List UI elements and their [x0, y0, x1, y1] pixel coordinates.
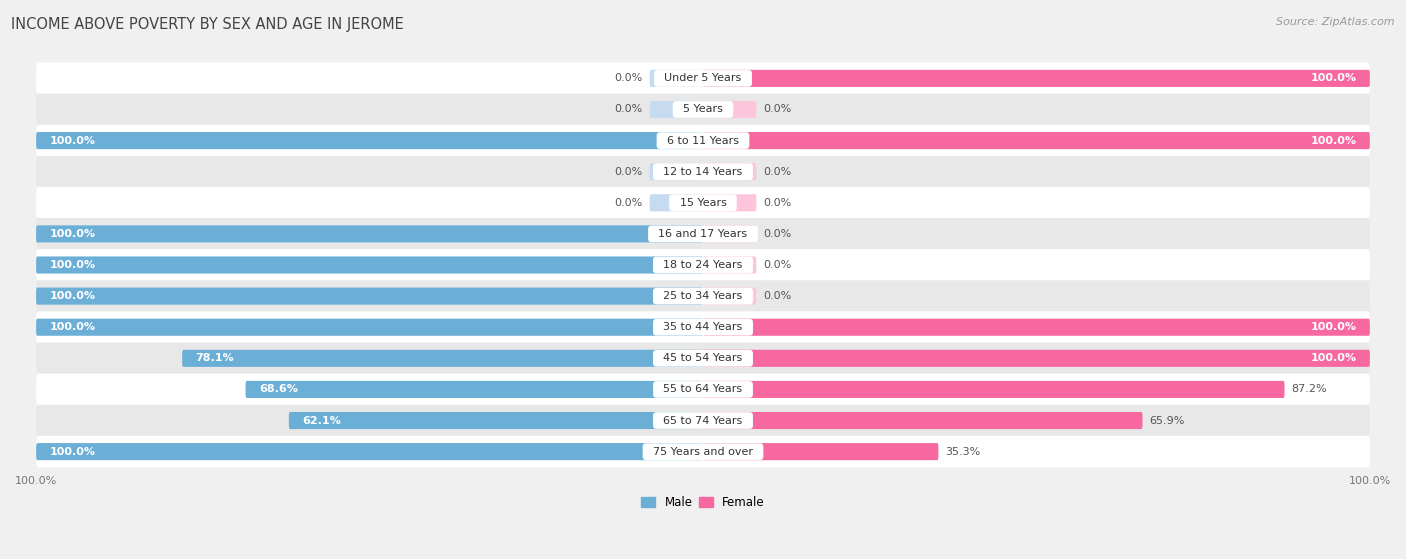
Text: 68.6%: 68.6% [259, 385, 298, 395]
Text: 100.0%: 100.0% [1310, 322, 1357, 332]
Text: 0.0%: 0.0% [763, 229, 792, 239]
FancyBboxPatch shape [703, 287, 756, 305]
Text: 100.0%: 100.0% [49, 291, 96, 301]
FancyBboxPatch shape [703, 132, 1369, 149]
Text: INCOME ABOVE POVERTY BY SEX AND AGE IN JEROME: INCOME ABOVE POVERTY BY SEX AND AGE IN J… [11, 17, 404, 32]
FancyBboxPatch shape [37, 156, 1369, 188]
Text: 6 to 11 Years: 6 to 11 Years [659, 136, 747, 145]
FancyBboxPatch shape [37, 287, 703, 305]
FancyBboxPatch shape [37, 436, 1369, 467]
FancyBboxPatch shape [37, 225, 703, 243]
Text: 100.0%: 100.0% [49, 447, 96, 457]
FancyBboxPatch shape [703, 163, 756, 180]
FancyBboxPatch shape [37, 93, 1369, 125]
FancyBboxPatch shape [37, 218, 1369, 250]
FancyBboxPatch shape [37, 319, 703, 336]
Text: 100.0%: 100.0% [1310, 136, 1357, 145]
FancyBboxPatch shape [703, 381, 1285, 398]
Text: 0.0%: 0.0% [614, 167, 643, 177]
Text: 18 to 24 Years: 18 to 24 Years [657, 260, 749, 270]
FancyBboxPatch shape [650, 194, 703, 211]
FancyBboxPatch shape [37, 249, 1369, 281]
FancyBboxPatch shape [246, 381, 703, 398]
Text: 87.2%: 87.2% [1291, 385, 1327, 395]
Text: 100.0%: 100.0% [49, 322, 96, 332]
FancyBboxPatch shape [183, 350, 703, 367]
FancyBboxPatch shape [288, 412, 703, 429]
Text: 0.0%: 0.0% [763, 167, 792, 177]
FancyBboxPatch shape [37, 280, 1369, 312]
Text: 35 to 44 Years: 35 to 44 Years [657, 322, 749, 332]
FancyBboxPatch shape [703, 194, 756, 211]
Text: 100.0%: 100.0% [49, 136, 96, 145]
Text: 65 to 74 Years: 65 to 74 Years [657, 415, 749, 425]
Text: 0.0%: 0.0% [763, 291, 792, 301]
Text: 35.3%: 35.3% [945, 447, 980, 457]
Text: 100.0%: 100.0% [49, 260, 96, 270]
Text: 5 Years: 5 Years [676, 105, 730, 115]
Text: 62.1%: 62.1% [302, 415, 342, 425]
Text: 0.0%: 0.0% [614, 73, 643, 83]
FancyBboxPatch shape [703, 70, 1369, 87]
Text: 15 Years: 15 Years [672, 198, 734, 208]
Text: 0.0%: 0.0% [763, 198, 792, 208]
Text: 100.0%: 100.0% [1310, 353, 1357, 363]
FancyBboxPatch shape [37, 125, 1369, 157]
FancyBboxPatch shape [37, 373, 1369, 405]
Text: 12 to 14 Years: 12 to 14 Years [657, 167, 749, 177]
FancyBboxPatch shape [650, 101, 703, 118]
FancyBboxPatch shape [703, 443, 938, 460]
FancyBboxPatch shape [37, 343, 1369, 374]
Text: 55 to 64 Years: 55 to 64 Years [657, 385, 749, 395]
Text: Under 5 Years: Under 5 Years [658, 73, 748, 83]
Text: 65.9%: 65.9% [1149, 415, 1184, 425]
Text: 0.0%: 0.0% [614, 198, 643, 208]
FancyBboxPatch shape [37, 187, 1369, 219]
Text: 16 and 17 Years: 16 and 17 Years [651, 229, 755, 239]
Text: 45 to 54 Years: 45 to 54 Years [657, 353, 749, 363]
Text: 0.0%: 0.0% [614, 105, 643, 115]
Legend: Male, Female: Male, Female [637, 491, 769, 514]
FancyBboxPatch shape [37, 443, 703, 460]
FancyBboxPatch shape [37, 132, 703, 149]
FancyBboxPatch shape [37, 257, 703, 273]
Text: 0.0%: 0.0% [763, 105, 792, 115]
Text: 78.1%: 78.1% [195, 353, 235, 363]
FancyBboxPatch shape [650, 163, 703, 180]
FancyBboxPatch shape [37, 63, 1369, 94]
Text: 75 Years and over: 75 Years and over [645, 447, 761, 457]
FancyBboxPatch shape [703, 257, 756, 273]
FancyBboxPatch shape [703, 101, 756, 118]
FancyBboxPatch shape [650, 70, 703, 87]
Text: Source: ZipAtlas.com: Source: ZipAtlas.com [1277, 17, 1395, 27]
FancyBboxPatch shape [37, 311, 1369, 343]
FancyBboxPatch shape [703, 350, 1369, 367]
Text: 0.0%: 0.0% [763, 260, 792, 270]
FancyBboxPatch shape [703, 319, 1369, 336]
Text: 25 to 34 Years: 25 to 34 Years [657, 291, 749, 301]
FancyBboxPatch shape [703, 225, 756, 243]
FancyBboxPatch shape [703, 412, 1143, 429]
FancyBboxPatch shape [37, 405, 1369, 437]
Text: 100.0%: 100.0% [1310, 73, 1357, 83]
Text: 100.0%: 100.0% [49, 229, 96, 239]
